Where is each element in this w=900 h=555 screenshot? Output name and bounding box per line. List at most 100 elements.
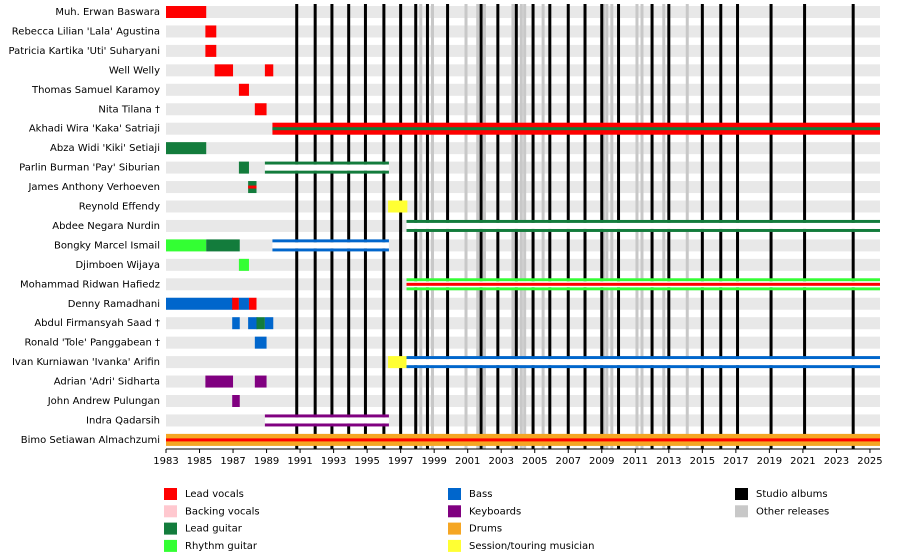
legend-label: Lead vocals: [185, 489, 244, 500]
legend-swatch: [448, 505, 461, 518]
x-tick-label: 1983: [153, 456, 178, 467]
member-bar: [248, 297, 257, 310]
member-bar: [206, 239, 240, 252]
member-bar-stripe: [406, 282, 880, 286]
legend-swatch: [164, 488, 177, 500]
member-bar: [232, 395, 240, 407]
member-bar-gap: [264, 417, 389, 424]
member-name: Mohammad Ridwan Hafiedz: [20, 279, 160, 290]
member-bar: [264, 170, 389, 174]
x-tick-label: 2013: [656, 456, 681, 467]
member-bar: [406, 228, 880, 232]
member-bar: [264, 423, 389, 427]
member-bar: [264, 64, 274, 77]
member-name: Thomas Samuel Karamoy: [31, 85, 160, 96]
member-bar: [388, 200, 408, 213]
member-bar: [388, 356, 407, 369]
member-name: Denny Ramadhani: [68, 299, 160, 310]
legend-swatch: [164, 539, 177, 552]
member-bar: [232, 317, 240, 330]
member-bar: [254, 336, 267, 349]
member-name: Djimboen Wijaya: [75, 260, 160, 271]
member-name: Patricia Kartika 'Uti' Suharyani: [9, 46, 160, 57]
x-tick-label: 2017: [723, 456, 748, 467]
member-bar: [214, 64, 234, 77]
member-bar: [248, 317, 258, 330]
x-tick-label: 1985: [187, 456, 212, 467]
member-name: Ronald 'Tole' Panggabean †: [24, 338, 160, 349]
x-tick-label: 2021: [790, 456, 815, 467]
member-bar: [205, 375, 234, 388]
member-name: Bimo Setiawan Almachzumi: [21, 435, 160, 446]
x-tick-label: 2011: [623, 456, 648, 467]
member-bar: [406, 219, 880, 223]
x-tick-label: 2001: [455, 456, 480, 467]
row-band: [166, 375, 880, 388]
member-bar: [205, 44, 217, 57]
member-bar: [205, 25, 217, 38]
member-name: Akhadi Wira 'Kaka' Satriaji: [29, 124, 160, 135]
row-band: [166, 142, 880, 155]
member-bar-gap: [272, 242, 389, 249]
row-band: [166, 297, 880, 310]
legend-label: Session/touring musician: [469, 541, 594, 552]
legend-swatch: [735, 505, 748, 518]
member-bar: [166, 297, 234, 310]
legend-swatch: [164, 522, 177, 535]
member-bar: [238, 297, 249, 310]
member-name: Rebecca Lilian 'Lala' Agustina: [12, 26, 160, 37]
member-name: Bongky Marcel Ismail: [54, 240, 160, 251]
member-bar: [264, 414, 389, 418]
row-band: [166, 395, 880, 407]
x-tick-label: 1989: [254, 456, 279, 467]
member-bar-gap: [406, 222, 880, 229]
row-band: [166, 103, 880, 116]
member-bar: [232, 297, 239, 310]
member-bar: [166, 142, 207, 155]
x-tick-label: 2025: [857, 456, 882, 467]
x-tick-label: 2005: [522, 456, 547, 467]
member-bar: [238, 258, 249, 271]
legend-label: Studio albums: [756, 489, 828, 500]
x-tick-label: 1999: [421, 456, 446, 467]
member-name: Nita Tilana †: [98, 104, 160, 115]
x-tick-label: 1995: [354, 456, 379, 467]
legend-label: Backing vocals: [185, 506, 260, 517]
member-bar: [264, 161, 389, 165]
member-bar: [406, 356, 880, 360]
member-name: Adrian 'Adri' Sidharta: [54, 377, 160, 388]
legend-label: Lead guitar: [185, 524, 243, 535]
row-band: [166, 25, 880, 38]
legend-label: Rhythm guitar: [185, 541, 258, 552]
member-bar: [406, 365, 880, 369]
row-band: [166, 6, 880, 18]
member-name: Indra Qadarsih: [86, 415, 160, 426]
member-bar: [272, 248, 389, 252]
member-bar-gap: [406, 359, 880, 366]
legend-label: Other releases: [756, 506, 829, 517]
member-bar-gap: [264, 164, 389, 171]
legend-swatch: [448, 522, 461, 535]
x-tick-label: 2009: [589, 456, 614, 467]
x-tick-label: 1991: [287, 456, 312, 467]
row-band: [166, 83, 880, 96]
member-bar: [406, 278, 880, 282]
x-tick-label: 2015: [690, 456, 715, 467]
member-bar: [238, 161, 249, 174]
legend-swatch: [448, 488, 461, 500]
member-name: James Anthony Verhoeven: [27, 182, 160, 193]
member-name: Ivan Kurniawan 'Ivanka' Arifin: [12, 357, 160, 368]
x-tick-label: 1987: [220, 456, 245, 467]
x-tick-label: 1993: [321, 456, 346, 467]
member-bar: [254, 375, 267, 388]
legend-label: Drums: [469, 524, 502, 535]
member-name: Parlin Burman 'Pay' Siburian: [19, 163, 160, 174]
member-bar: [406, 287, 880, 291]
member-name: John Andrew Pulungan: [47, 396, 160, 407]
x-tick-label: 2019: [757, 456, 782, 467]
member-bar: [254, 103, 267, 116]
row-band: [166, 44, 880, 57]
member-name: Muh. Erwan Baswara: [55, 7, 160, 18]
legend-label: Bass: [469, 489, 492, 500]
